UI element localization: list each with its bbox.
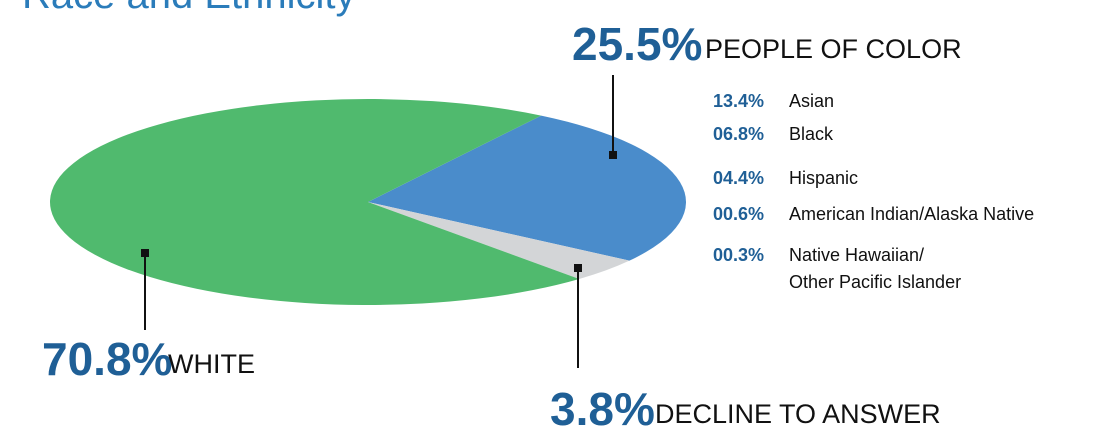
breakdown-value: 06.8% — [713, 124, 764, 144]
leader-dot — [141, 249, 149, 257]
breakdown-value: 00.3% — [713, 245, 764, 265]
category-label: WHITE — [168, 349, 255, 379]
breakdown-value: 00.6% — [713, 204, 764, 224]
pie-slice — [368, 115, 686, 261]
breakdown-name: Black — [789, 124, 834, 144]
leader-dot — [574, 264, 582, 272]
breakdown-name: Native Hawaiian/ — [789, 245, 924, 265]
pie-slice — [50, 99, 580, 305]
value-label: 70.8% — [42, 333, 172, 385]
breakdown-name: American Indian/Alaska Native — [789, 204, 1034, 224]
value-label: 3.8% — [550, 383, 655, 432]
breakdown-name: Asian — [789, 91, 834, 111]
leader-dot — [609, 151, 617, 159]
pie-slice — [368, 202, 630, 279]
breakdown-value: 04.4% — [713, 168, 764, 188]
breakdown-name: Other Pacific Islander — [789, 272, 961, 292]
category-label: PEOPLE OF COLOR — [705, 34, 962, 64]
value-label: 25.5% — [572, 18, 702, 70]
category-label: DECLINE TO ANSWER — [655, 399, 941, 429]
chart-title: Race and Ethnicity — [22, 0, 356, 17]
breakdown-value: 13.4% — [713, 91, 764, 111]
breakdown-name: Hispanic — [789, 168, 858, 188]
